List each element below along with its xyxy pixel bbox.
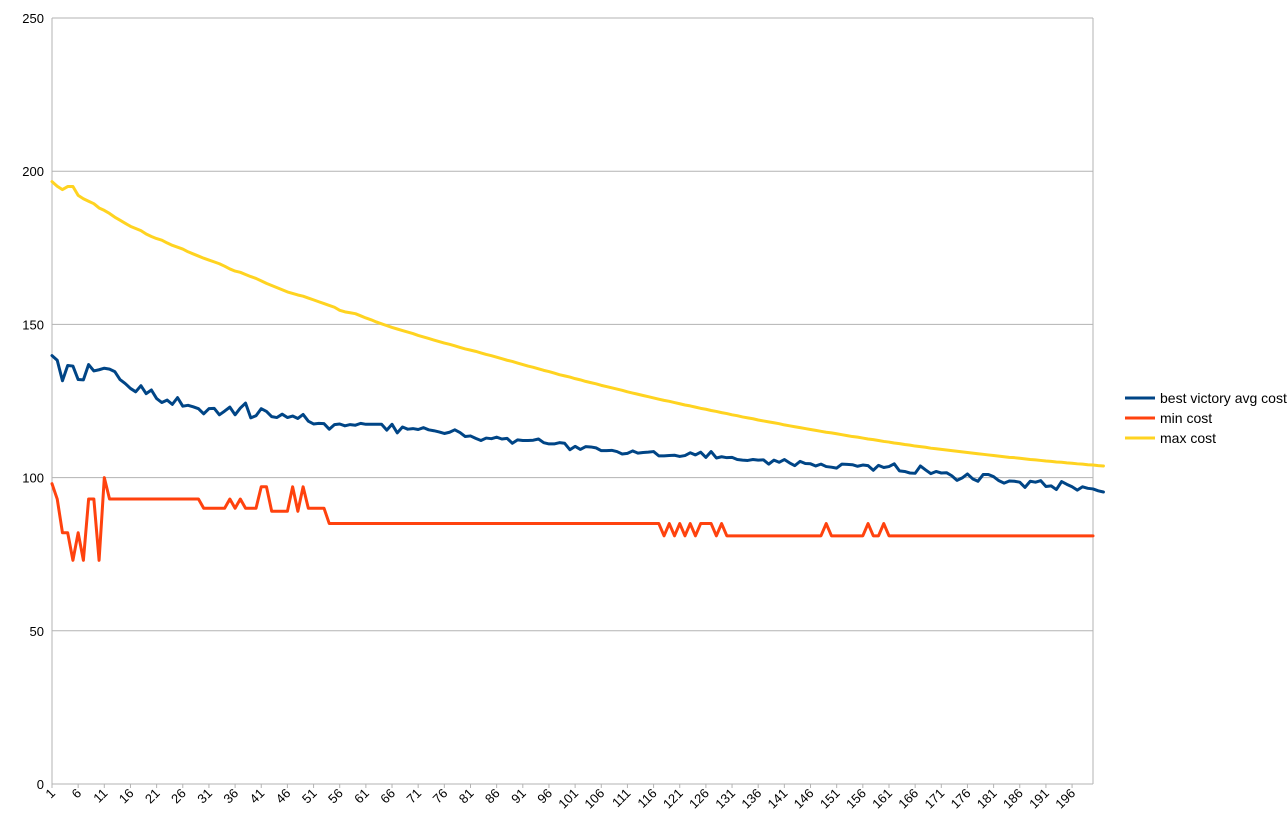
x-tick-label: 156 xyxy=(843,786,869,812)
x-tick-label: 191 xyxy=(1026,786,1052,812)
x-tick-label: 111 xyxy=(609,786,634,811)
y-tick-label: 100 xyxy=(22,471,44,486)
x-tick-label: 151 xyxy=(817,786,843,812)
x-tick-label: 121 xyxy=(660,786,686,812)
x-tick-label: 31 xyxy=(194,786,215,807)
x-tick-label: 76 xyxy=(430,786,451,807)
legend-label: min cost xyxy=(1160,410,1212,426)
x-tick-label: 6 xyxy=(69,786,85,802)
y-tick-label: 150 xyxy=(22,317,44,332)
legend-label: best victory avg cost xyxy=(1160,390,1287,406)
x-tick-label: 96 xyxy=(534,786,555,807)
x-tick-label: 51 xyxy=(299,786,320,807)
x-tick-label: 126 xyxy=(686,786,712,812)
x-tick-label: 106 xyxy=(581,786,607,812)
x-tick-label: 36 xyxy=(220,786,241,807)
x-tick-label: 16 xyxy=(116,786,137,807)
x-tick-label: 146 xyxy=(791,786,817,812)
x-tick-label: 91 xyxy=(508,786,529,807)
x-tick-label: 11 xyxy=(90,786,110,806)
x-tick-label: 46 xyxy=(273,786,294,807)
y-tick-label: 0 xyxy=(37,777,44,792)
x-tick-label: 181 xyxy=(974,786,1000,812)
x-tick-label: 1 xyxy=(42,786,58,802)
x-tick-label: 171 xyxy=(921,786,947,812)
y-tick-label: 200 xyxy=(22,164,44,179)
x-tick-label: 186 xyxy=(1000,786,1026,812)
series-line-min-cost xyxy=(50,476,1095,562)
x-tick-label: 166 xyxy=(895,786,921,812)
y-tick-label: 50 xyxy=(30,624,44,639)
legend: best victory avg cost min cost max cost xyxy=(1125,390,1287,446)
grid-lines xyxy=(52,17,1093,785)
x-tick-label: 101 xyxy=(555,786,581,812)
x-tick-label: 131 xyxy=(712,786,738,812)
x-tick-label: 176 xyxy=(948,786,974,812)
x-tick-label: 196 xyxy=(1052,786,1078,812)
y-tick-label: 250 xyxy=(22,11,44,26)
x-tick-label: 26 xyxy=(168,786,189,807)
x-tick-label: 56 xyxy=(325,786,346,807)
x-tick-label: 81 xyxy=(456,786,477,807)
x-tick-label: 141 xyxy=(765,786,791,812)
x-tick-label: 161 xyxy=(869,786,895,812)
series-lines xyxy=(50,180,1105,562)
x-tick-label: 66 xyxy=(377,786,398,807)
x-tick-label: 86 xyxy=(482,786,503,807)
axes xyxy=(51,18,1094,784)
series-line-best-victory-avg-cost xyxy=(50,354,1105,494)
x-tick-label: 41 xyxy=(247,786,268,807)
x-axis-tick-labels: 1 6 11 16 21 26 31 36 41 46 51 56 61 66 71 76 81 86 91 96 10… xyxy=(42,784,1078,811)
y-axis-tick-labels: 0 50 100 150 200 250 xyxy=(22,11,44,792)
x-tick-label: 136 xyxy=(738,786,764,812)
x-tick-label: 21 xyxy=(142,786,163,807)
legend-label: max cost xyxy=(1160,430,1216,446)
series-line-max-cost xyxy=(50,180,1105,468)
x-tick-label: 61 xyxy=(351,786,372,807)
x-tick-label: 71 xyxy=(403,786,424,807)
x-tick-label: 116 xyxy=(634,786,659,811)
